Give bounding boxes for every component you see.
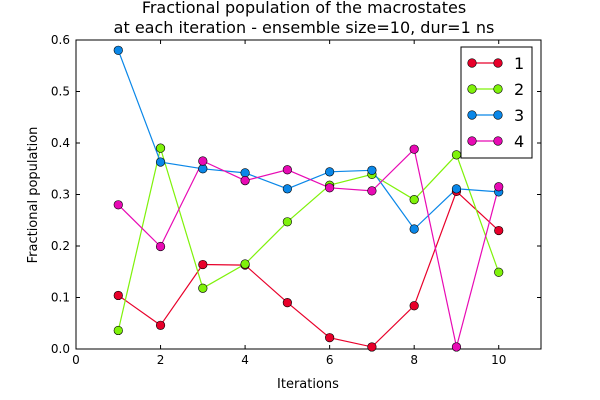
legend-label: 2 bbox=[514, 80, 524, 99]
series-3-line bbox=[117, 50, 499, 230]
series-3-point bbox=[367, 165, 377, 175]
series-4-point bbox=[367, 186, 377, 196]
legend-label: 1 bbox=[514, 54, 524, 73]
series-3-point bbox=[198, 164, 208, 174]
legend-marker bbox=[493, 136, 503, 146]
series-2-point bbox=[198, 283, 208, 293]
legend-entry: 2 bbox=[467, 80, 524, 99]
series-4-point bbox=[325, 183, 335, 193]
series-2-point bbox=[240, 259, 250, 269]
legend-marker bbox=[493, 58, 503, 68]
legend-marker bbox=[493, 84, 503, 94]
series-2-point bbox=[409, 195, 419, 205]
x-tick-label: 6 bbox=[326, 353, 334, 367]
y-tick-label: 0.6 bbox=[51, 33, 70, 47]
series-1-point bbox=[113, 290, 123, 301]
x-tick-label: 4 bbox=[241, 353, 249, 367]
series-4-point bbox=[155, 241, 166, 252]
axis-ticks: 0 2 4 6 8 10 0.0 0.1 0.2 0.3 0.4 0.5 0.6 bbox=[51, 33, 541, 367]
series-1-point bbox=[325, 333, 335, 343]
legend-entry: 3 bbox=[467, 106, 524, 125]
series-3-point bbox=[451, 184, 462, 194]
series-3-point bbox=[240, 168, 250, 178]
series-4-point bbox=[494, 182, 504, 192]
legend-marker bbox=[467, 58, 477, 68]
series-2-line bbox=[117, 145, 500, 331]
legend-label: 4 bbox=[514, 132, 524, 151]
series-2-point bbox=[494, 267, 504, 277]
series-2-point bbox=[113, 325, 123, 336]
y-tick-label: 0.5 bbox=[51, 85, 70, 99]
x-tick-label: 2 bbox=[157, 353, 165, 367]
series-markers bbox=[113, 45, 504, 352]
x-tick-label: 0 bbox=[72, 353, 80, 367]
legend-marker bbox=[467, 84, 477, 94]
chart-title: Fractional population of the macrostates bbox=[142, 0, 466, 17]
series-3-point bbox=[325, 167, 335, 177]
legend-entry: 1 bbox=[467, 54, 524, 73]
series-3-point bbox=[155, 157, 166, 167]
series-1-point bbox=[155, 320, 166, 330]
series-2-point bbox=[451, 150, 462, 160]
x-axis-label: Iterations bbox=[277, 377, 339, 392]
y-axis-label: Fractional population bbox=[26, 127, 41, 264]
series-4-point bbox=[282, 165, 292, 175]
series-2-point bbox=[282, 217, 292, 227]
legend: 1 2 3 4 bbox=[460, 46, 533, 159]
series-1-point bbox=[367, 342, 377, 352]
series-1-point bbox=[494, 225, 504, 236]
y-tick-label: 0.4 bbox=[51, 136, 70, 150]
legend-entry: 4 bbox=[467, 132, 524, 151]
y-tick-label: 0.1 bbox=[51, 291, 70, 305]
series-1-point bbox=[282, 298, 292, 308]
series-4-line bbox=[117, 148, 500, 348]
y-tick-label: 0.3 bbox=[51, 188, 70, 202]
x-tick-label: 8 bbox=[410, 353, 418, 367]
series-1-point bbox=[409, 301, 419, 311]
series-4-point bbox=[451, 342, 462, 352]
x-tick-label: 10 bbox=[491, 353, 506, 367]
series-3-point bbox=[113, 45, 123, 55]
series-4-point bbox=[113, 200, 123, 210]
legend-label: 3 bbox=[514, 106, 524, 125]
legend-marker bbox=[467, 110, 477, 120]
series-1-point bbox=[198, 259, 208, 270]
chart-subtitle: at each iteration - ensemble size=10, du… bbox=[114, 18, 495, 37]
series-4-point bbox=[198, 156, 208, 166]
series-lines bbox=[117, 50, 500, 348]
legend-marker bbox=[493, 110, 503, 120]
legend-marker bbox=[467, 136, 477, 146]
series-4-point bbox=[409, 144, 419, 154]
y-tick-label: 0.0 bbox=[51, 342, 70, 356]
y-tick-label: 0.2 bbox=[51, 239, 70, 253]
series-3-point bbox=[409, 224, 419, 234]
series-4-point bbox=[240, 175, 250, 186]
series-3-point bbox=[282, 184, 292, 194]
series-2-point bbox=[155, 143, 166, 153]
